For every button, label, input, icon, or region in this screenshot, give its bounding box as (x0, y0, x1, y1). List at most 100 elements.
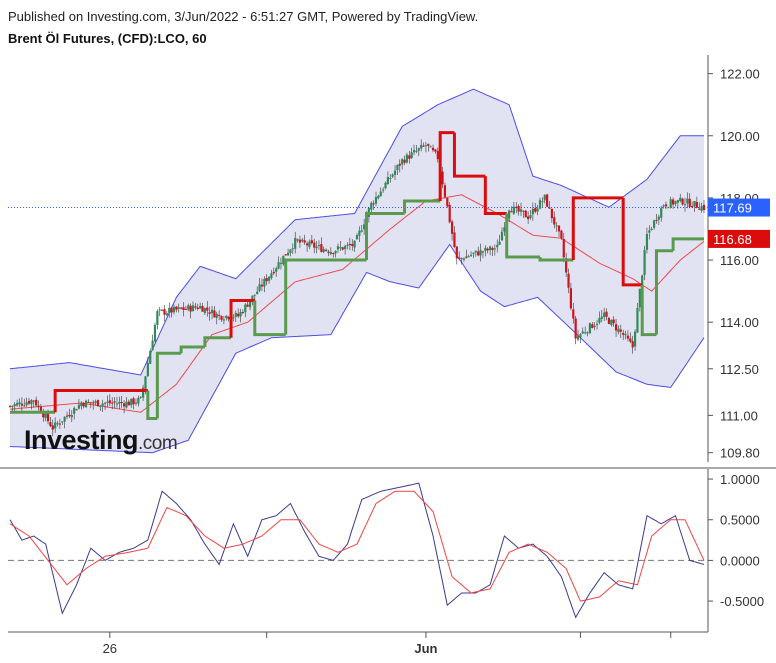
candle (446, 197, 449, 208)
x-tick-label: Jun (414, 641, 437, 656)
candle (629, 332, 632, 344)
candle-body (672, 199, 675, 205)
candle-body (391, 174, 394, 177)
candle (113, 397, 116, 409)
candle (695, 196, 698, 209)
candle (73, 406, 76, 420)
candle-body (65, 415, 69, 417)
candle-body (681, 198, 684, 205)
candle-body (153, 325, 157, 342)
candle-body (84, 400, 88, 408)
candle (16, 399, 19, 408)
candle (424, 141, 428, 153)
candle-body (548, 207, 551, 209)
candle (199, 302, 202, 310)
candle (332, 252, 335, 258)
candle (557, 225, 561, 238)
candle (676, 199, 679, 209)
candle (631, 335, 634, 354)
candle-body (467, 256, 470, 258)
candle (87, 399, 90, 403)
candle-body (450, 221, 454, 234)
candle-body (130, 398, 133, 406)
candle-body (565, 258, 568, 273)
candle-body (434, 149, 437, 152)
candle (477, 246, 480, 257)
candle (645, 227, 649, 254)
osc-line-d (9, 490, 705, 602)
candle-body (56, 423, 59, 425)
candle (662, 204, 665, 209)
candle-body (241, 311, 245, 313)
candle-body (272, 271, 275, 274)
candle (358, 226, 361, 243)
candle (111, 397, 114, 410)
candle (493, 244, 496, 256)
candle-body (103, 402, 107, 404)
candle (607, 316, 611, 325)
candle (652, 219, 656, 230)
candle (161, 309, 164, 312)
supertrend-segment (179, 345, 205, 354)
candle (565, 252, 568, 278)
candle-body (417, 148, 420, 151)
candle-body (108, 400, 111, 404)
candle (20, 397, 23, 413)
supertrend-segment (538, 256, 574, 262)
candle (103, 401, 107, 410)
candle-body (384, 182, 387, 189)
candle-body (655, 220, 658, 222)
candle-body (427, 143, 430, 146)
candle (80, 401, 83, 410)
candle (65, 411, 69, 419)
candle (420, 139, 423, 152)
candle (244, 303, 247, 318)
candle-body (572, 309, 575, 319)
candle (75, 408, 78, 411)
supertrend-segment (654, 249, 674, 335)
candle (258, 278, 261, 293)
candle-body (348, 243, 351, 246)
candle (567, 268, 570, 294)
candle (648, 225, 651, 240)
supertrend-segment (640, 284, 657, 337)
supertrend-segment (438, 131, 455, 202)
candle-body (529, 215, 532, 218)
candle (560, 229, 563, 240)
candle (241, 309, 245, 315)
candle (529, 209, 532, 220)
candle-body (377, 195, 380, 199)
candle (572, 303, 575, 324)
candle-body (13, 404, 16, 407)
candle-body (669, 199, 672, 208)
candle-body (315, 246, 318, 249)
candle-body (629, 338, 632, 342)
candle (541, 197, 544, 208)
candle-body (141, 387, 145, 398)
candle-body (662, 205, 665, 207)
candle (657, 214, 660, 226)
candle (417, 147, 420, 157)
logo-suffix: .com (138, 433, 178, 454)
candle-body (622, 332, 625, 335)
supertrend-label-bg (708, 229, 770, 248)
candle-body (398, 163, 401, 166)
candle-body (519, 209, 523, 212)
candle (234, 310, 237, 322)
supertrend-segment (403, 199, 441, 214)
candle (137, 395, 140, 407)
candle (553, 211, 556, 229)
candle (672, 197, 675, 209)
candle-body (382, 189, 385, 191)
candle-body (567, 273, 570, 288)
moving-average-line (9, 194, 705, 413)
candle-body (569, 288, 573, 309)
candle (106, 395, 109, 408)
candle-body (446, 197, 449, 207)
candle (35, 396, 38, 408)
supertrend-segment (365, 211, 405, 261)
bollinger-fill (10, 89, 704, 453)
candle-body (127, 401, 130, 406)
candle-body (415, 150, 418, 152)
candle (389, 174, 392, 183)
